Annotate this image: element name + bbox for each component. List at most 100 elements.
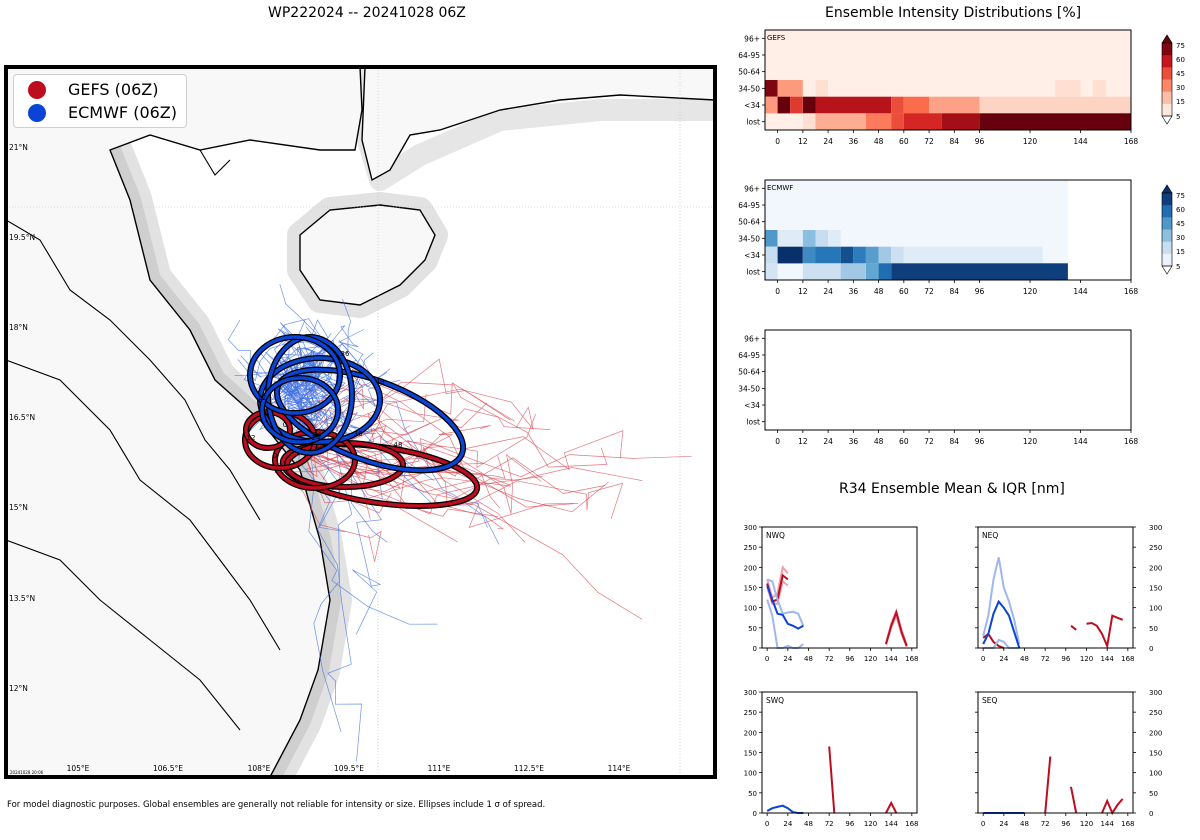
category-tick-label: 50-64 [738, 68, 760, 77]
iqr-line [766, 565, 789, 600]
legend-item-ecmwf: ECMWF (06Z) [26, 102, 186, 124]
r34-y-tick-label: 50 [748, 625, 757, 633]
r34-x-tick-label: 144 [1100, 820, 1114, 828]
r34-x-tick-label: 24 [999, 655, 1008, 663]
category-tick-label: <34 [744, 101, 760, 110]
hour-tick-label: 60 [899, 287, 909, 296]
r34-x-tick-label: 168 [1121, 655, 1134, 663]
category-tick-label: 64-95 [738, 51, 760, 60]
ensemble-track [296, 442, 498, 517]
ensemble-track [311, 424, 624, 477]
r34-y-tick-label: 0 [753, 645, 757, 653]
hour-tick-label: 72 [924, 137, 934, 146]
heatmap-cell [840, 246, 854, 264]
hour-tick-label: 12 [798, 287, 808, 296]
mean-line [885, 609, 908, 647]
hour-tick-label: 120 [1023, 287, 1038, 296]
latitude-labels: 21°N 19.5°N 18°N 16.5°N 15°N 13.5°N 12°N [9, 143, 35, 693]
hour-tick-label: 24 [823, 287, 833, 296]
heatmap-cell [815, 230, 829, 247]
r34-x-tick-label: 72 [825, 820, 834, 828]
hour-tick-label: 48 [874, 137, 884, 146]
hour-tick-label: 24 [823, 437, 833, 446]
longitude-labels: 105°E 106.5°E 108°E 109.5°E 111°E 112.5°E 114°… [67, 764, 631, 773]
panel-label: ECMWF [767, 184, 793, 192]
r34-x-tick-label: 48 [1020, 820, 1029, 828]
ecmwf-marker-icon [28, 104, 46, 122]
mean-line [1070, 625, 1077, 631]
r34-y-tick-label: 0 [753, 810, 757, 818]
heatmap-cell [802, 263, 841, 280]
heatmap-cell [777, 230, 803, 247]
r34-y-tick-label: 0 [1149, 810, 1153, 818]
hour-tick-label: 0 [775, 137, 780, 146]
heatmap-cell [903, 96, 929, 114]
gefs-ellipse-label: 12 [247, 434, 256, 442]
ensemble-track [294, 402, 488, 463]
ecmwf-ellipse-0 [259, 375, 341, 445]
lon-label: 109.5°E [334, 764, 364, 773]
r34-y-tick-label: 300 [744, 524, 757, 532]
ensemble-track [306, 419, 438, 625]
hour-tick-label: 0 [775, 287, 780, 296]
intensity-panel-ecmwf: 96+ 64-95 50-64 34-50 <34 lost 0 12 24 36 48 60 72 84… [738, 179, 1138, 296]
r34-x-tick-label: 96 [1061, 820, 1070, 828]
footnote: For model diagnostic purposes. Global en… [7, 800, 546, 810]
heatmap-cell [765, 230, 778, 247]
r34-y-tick-label: 100 [744, 605, 757, 613]
hour-tick-label: 144 [1073, 287, 1088, 296]
lat-label: 18°N [9, 323, 28, 332]
r34-x-tick-label: 96 [1061, 655, 1070, 663]
heatmap-cell [866, 246, 879, 264]
hour-tick-label: 12 [798, 437, 808, 446]
r34-y-tick-label: 300 [1149, 524, 1162, 532]
gefs-marker-icon [28, 81, 46, 99]
hour-tick-label: 168 [1124, 137, 1139, 146]
ecmwf-ellipse-label: 36 [341, 350, 350, 358]
heatmap-cell [1093, 80, 1106, 97]
iqr-line [982, 557, 1021, 645]
hour-tick-label: 120 [1023, 437, 1038, 446]
heatmap-cell [815, 80, 829, 97]
heatmap-cell [765, 263, 778, 280]
hour-tick-label: 84 [950, 137, 960, 146]
mean-line [1070, 786, 1078, 814]
heatmap-cell [866, 113, 892, 130]
category-tick-label: lost [746, 268, 760, 277]
ecmwf-ellipse-12 [247, 334, 343, 416]
colorbar-blues: 75 60 45 30 15 5 [1161, 184, 1185, 275]
mean-line [982, 599, 1021, 649]
intensity-panel-blank: 96+ 64-95 50-64 34-50 <34 lost 0 12 24 36 48 60 72 84… [738, 329, 1138, 446]
r34-y-tick-label: 50 [1149, 790, 1158, 798]
category-tick-label: 96+ [744, 34, 760, 43]
mean-line [766, 585, 804, 630]
mean-line [1086, 614, 1124, 650]
ensemble-track [302, 325, 364, 387]
heatmap-cell [903, 113, 942, 130]
r34-panel-seq: SEQ 0 24 48 72 96 120 144 168 0 50 100 150 200 250 300 [975, 689, 1162, 828]
colorbar-tick-label: 60 [1176, 206, 1185, 214]
colorbar-tick-label: 5 [1176, 263, 1180, 271]
r34-panel-neq: NEQ 0 24 48 72 96 120 144 168 0 50 100 150 200 250 300 [975, 524, 1162, 663]
r34-y-tick-label: 150 [744, 750, 757, 758]
ensemble-track [311, 454, 643, 620]
hour-tick-label: 96 [975, 437, 985, 446]
r34-x-tick-label: 120 [1080, 820, 1093, 828]
r34-y-tick-label: 200 [1149, 729, 1162, 737]
r34-x-tick-label: 168 [905, 655, 918, 663]
r34-y-tick-label: 300 [1149, 689, 1162, 697]
category-tick-label: <34 [744, 251, 760, 260]
hour-tick-label: 0 [775, 437, 780, 446]
hour-tick-label: 84 [950, 437, 960, 446]
hour-tick-label: 96 [975, 287, 985, 296]
heatmap-cell [866, 263, 879, 280]
heatmap-cell [840, 263, 866, 280]
r34-x-tick-label: 120 [864, 820, 877, 828]
heatmap-cell [979, 96, 1131, 114]
colorbar-tick-label: 15 [1176, 248, 1185, 256]
category-tick-label: 96+ [744, 334, 760, 343]
ecmwf-ellipse-label: 12 [258, 394, 267, 402]
ensemble-track [285, 381, 608, 468]
hour-tick-label: 48 [874, 437, 884, 446]
ensemble-track [309, 451, 574, 528]
